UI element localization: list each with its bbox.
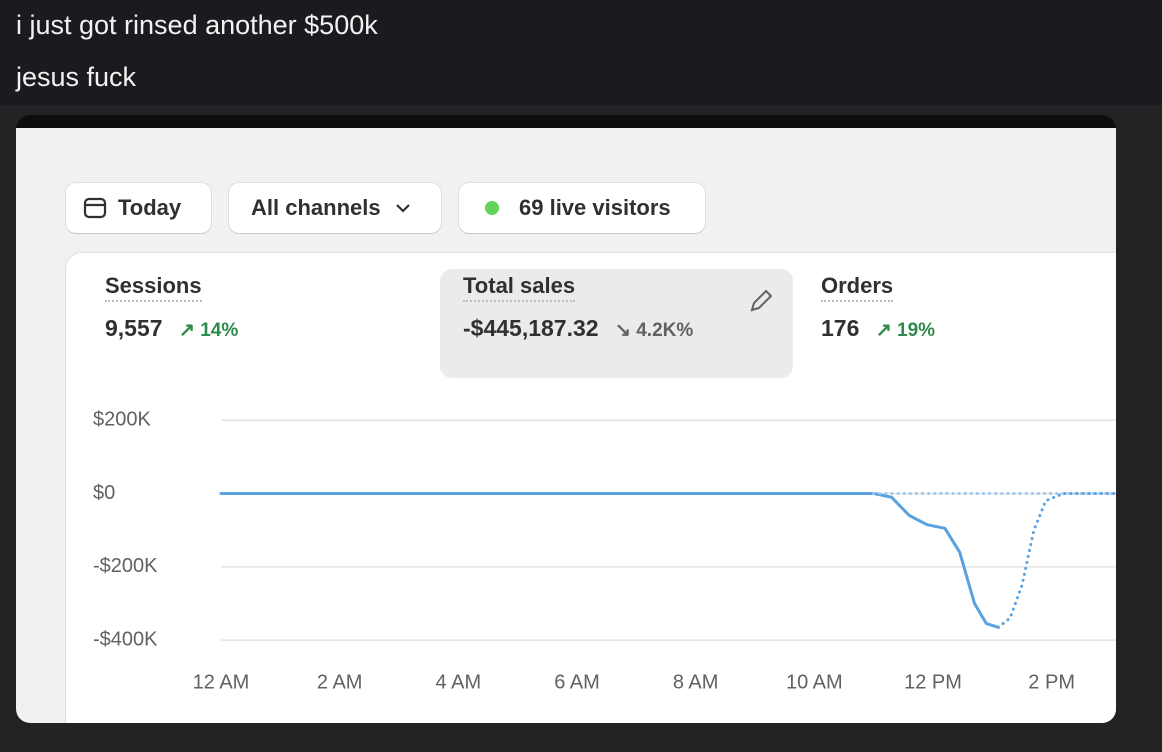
x-tick-label: 12 AM [193, 671, 250, 693]
post-text: jesus fuck [16, 62, 137, 92]
analytics-panel: Sessions 9,557 ↗ 14% Total sales -$445,1… [66, 253, 1116, 723]
metric-value: 9,557 [105, 315, 163, 341]
date-button[interactable]: Today [66, 183, 211, 233]
post-header: i just got rinsed another $500k jesus fu… [0, 0, 1162, 105]
metric-change: ↗ 19% [875, 320, 936, 341]
x-tick-label: 2 AM [317, 671, 363, 693]
dashboard-card: Today All channels 69 live visitors Sess… [16, 115, 1116, 723]
metric[interactable]: Total sales -$445,187.32 ↘ 4.2K% [463, 273, 693, 342]
button-label: 69 live visitors [519, 195, 671, 220]
change-value: 14% [200, 320, 239, 341]
series-line [219, 492, 1000, 629]
post-text: i just got rinsed another $500k [16, 10, 378, 40]
metric-change: ↘ 4.2K% [615, 320, 694, 341]
metric-value: -$445,187.32 [463, 315, 599, 341]
channels-button[interactable]: All channels [229, 183, 441, 233]
metric-label: Orders [821, 273, 894, 302]
metric[interactable]: Orders 176 ↗ 19% [821, 273, 935, 342]
y-tick-label: $200K [93, 408, 151, 430]
live-button[interactable]: 69 live visitors [459, 183, 705, 233]
metric[interactable]: Sessions 9,557 ↗ 14% [105, 273, 238, 342]
plot-area: $200K $0 -$200K -$400K 12 AM 2 AM 4 AM 6 AM 8 AM… [93, 408, 1116, 693]
series-line [996, 492, 1116, 629]
y-tick-label: -$400K [93, 628, 158, 650]
x-tick-label: 10 AM [786, 671, 843, 693]
metric-change: ↗ 14% [179, 320, 239, 341]
metric-label: Total sales [463, 273, 576, 302]
y-tick-label: $0 [93, 482, 115, 504]
metric-label: Sessions [105, 273, 202, 302]
edit-icon[interactable] [747, 287, 775, 315]
x-tick-label: 6 AM [554, 671, 600, 693]
button-label: All channels [251, 195, 381, 220]
x-tick-label: 4 AM [436, 671, 482, 693]
dashboard: Today All channels 69 live visitors Sess… [16, 128, 1116, 723]
change-value: 19% [897, 320, 936, 341]
x-tick-label: 12 PM [904, 671, 962, 693]
selected-tile[interactable] [440, 269, 793, 378]
change-value: 4.2K% [636, 320, 694, 341]
calendar-icon [83, 197, 107, 219]
live-dot [485, 201, 499, 215]
x-tick-label: 8 AM [673, 671, 719, 693]
button-label: Today [118, 195, 182, 220]
y-tick-label: -$200K [93, 555, 158, 577]
metric-value: 176 [821, 315, 860, 341]
chevron-icon [395, 204, 410, 213]
x-tick-label: 2 PM [1028, 671, 1075, 693]
